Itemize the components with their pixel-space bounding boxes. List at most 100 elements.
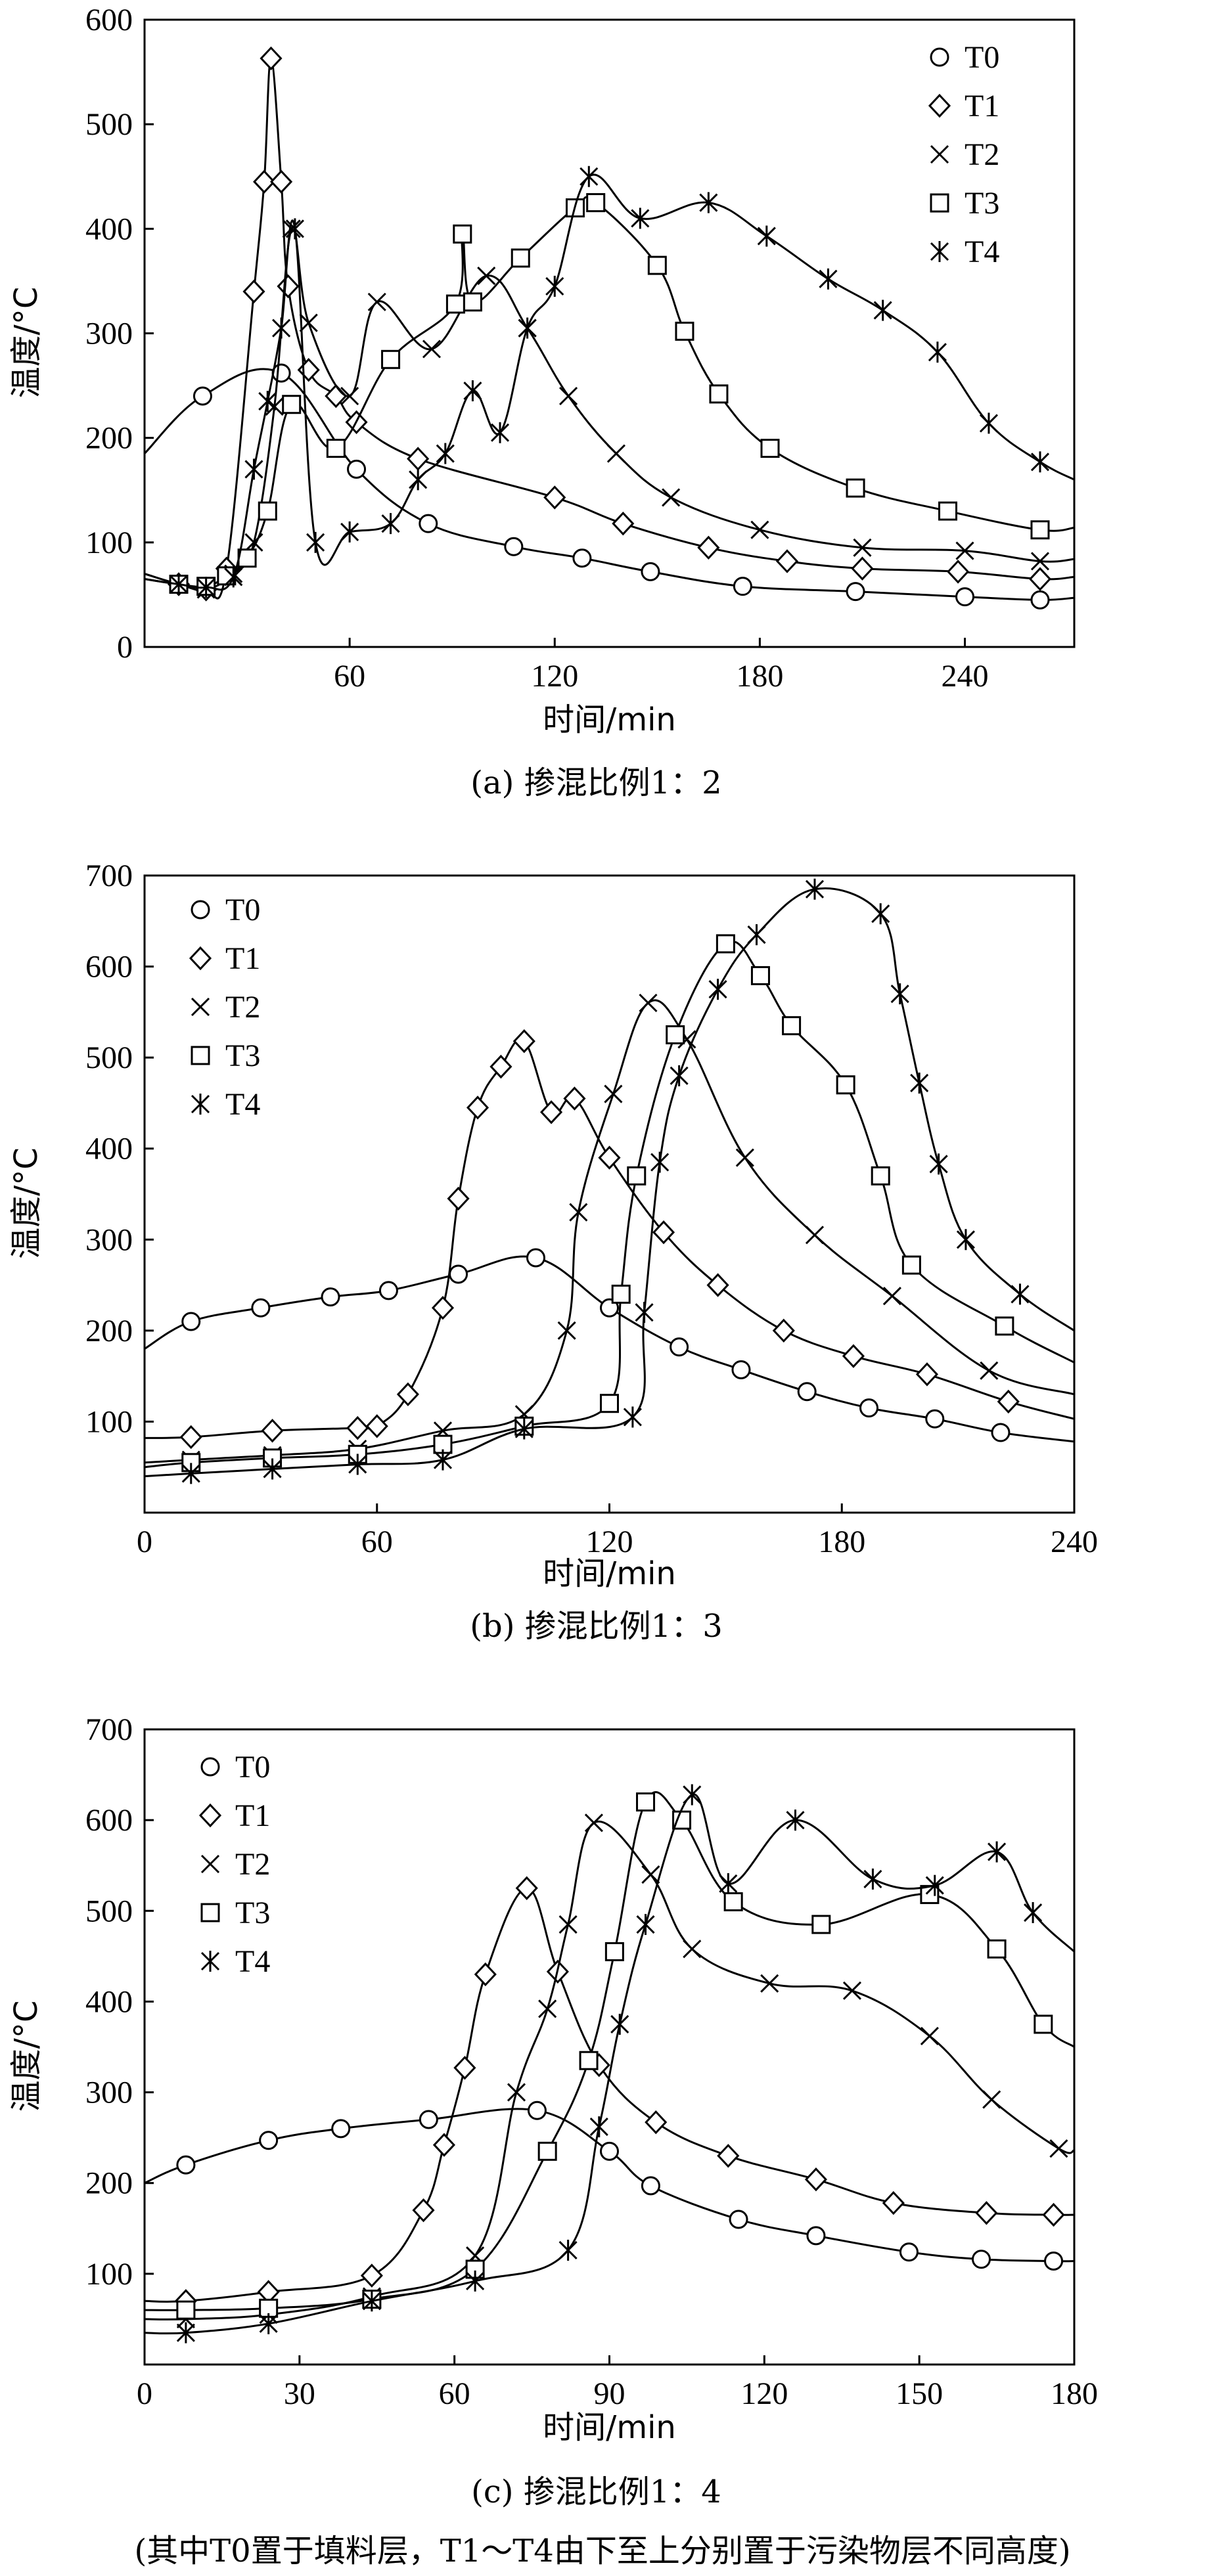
legend-marker-t4 — [930, 241, 949, 262]
series-t4-line — [145, 887, 1074, 1478]
series-t3-point — [901, 1255, 921, 1275]
series-t0-point — [504, 537, 524, 556]
series-t1-point — [407, 447, 430, 471]
series-t2-point — [477, 266, 496, 286]
legend-marker-t3 — [191, 1046, 210, 1065]
series-t3-point — [716, 934, 735, 954]
series-t1-point — [346, 1415, 369, 1440]
y-tick-label: 500 — [85, 1040, 133, 1075]
series-t1-line — [145, 57, 1074, 600]
series-t4-point — [699, 192, 718, 213]
legend: T0 T1 T2 T3 T4 — [189, 893, 260, 1122]
series-t2-point — [750, 520, 769, 539]
y-tick-label: 600 — [85, 3, 133, 37]
series-t3-point — [627, 1166, 647, 1186]
series-t1-point — [260, 46, 283, 71]
series-t4-point — [979, 412, 999, 434]
series-t2-point — [955, 541, 974, 560]
series-t4-point — [362, 2290, 381, 2312]
series-t3 — [145, 193, 1074, 596]
series-t3-point — [579, 2051, 599, 2070]
series-t4-point — [786, 1810, 805, 1831]
series-t1-point — [261, 1419, 284, 1443]
series-t0-point — [797, 1382, 817, 1402]
series-t3-point — [1030, 520, 1050, 540]
series-t0-point — [251, 1298, 271, 1318]
series-t4-point — [988, 1841, 1007, 1863]
legend-label-t1: T1 — [225, 941, 260, 976]
series-t1-point — [474, 1962, 497, 1987]
x-axis-label: 时间/min — [543, 701, 676, 738]
x-tick-label: 180 — [1051, 2376, 1098, 2411]
series-t0-point — [955, 587, 975, 607]
y-tick-label: 300 — [85, 317, 133, 351]
series-t0-point — [806, 2226, 826, 2246]
series-t4-point — [409, 469, 428, 491]
series-t1-point — [297, 358, 320, 382]
series-t0-point — [1044, 2252, 1064, 2271]
series-t2-point — [882, 1287, 901, 1306]
series-t4-point — [719, 1873, 738, 1894]
series-t4-point — [819, 268, 838, 290]
series-t4-point — [466, 2270, 485, 2292]
series-t1 — [145, 1876, 1074, 2313]
x-tick-label: 90 — [594, 2376, 625, 2411]
series-t0 — [145, 363, 1074, 610]
series-t4-point — [683, 1784, 702, 1806]
series-t1-point — [253, 169, 276, 194]
series-t1-point — [772, 1318, 795, 1343]
y-tick-label: 200 — [85, 421, 133, 456]
series-t1-point — [598, 1145, 621, 1170]
series-t1-point — [396, 1382, 419, 1407]
legend-marker-t3 — [930, 193, 949, 213]
y-tick-label: 100 — [85, 1404, 133, 1439]
series-t1 — [145, 1029, 1074, 1450]
y-tick-label: 300 — [85, 2076, 133, 2110]
series-t3-point — [938, 501, 958, 521]
series-t0-point — [670, 1337, 689, 1357]
series-t3-line — [145, 940, 1074, 1469]
y-tick-label: 200 — [85, 2166, 133, 2201]
series-t4-point — [623, 1406, 642, 1428]
y-tick-label: 400 — [85, 211, 133, 246]
series-t2-point — [507, 2083, 526, 2102]
legend-label-t4: T4 — [965, 234, 999, 269]
x-tick-label: 0 — [137, 1524, 152, 1559]
series-t4-point — [805, 878, 825, 900]
series-t1-point — [717, 2144, 740, 2168]
series-t4-point — [925, 1875, 944, 1896]
series-t1-point — [612, 511, 635, 536]
series-t2-point — [920, 2026, 939, 2045]
series-t2-point — [282, 219, 301, 238]
series-t2-point — [842, 1981, 862, 2000]
series-t0-line — [145, 2108, 1074, 2263]
series-t3 — [145, 1791, 1074, 2320]
legend: T0 T1 T2 T3 T4 — [928, 40, 999, 269]
x-axis-label: 时间/min — [543, 1555, 676, 1592]
x-tick-label: 120 — [740, 2376, 788, 2411]
figure-note: (其中T0置于填料层，T1～T4由下至上分别置于污染物层不同高度) — [134, 2533, 1070, 2569]
series-t0-point — [193, 386, 212, 406]
series-t0-point — [259, 2131, 279, 2150]
series-t3-point — [604, 1942, 624, 1961]
y-tick-label: 100 — [85, 525, 133, 560]
legend-label-t2: T2 — [235, 1847, 270, 1882]
series-t3-point — [636, 1792, 656, 1812]
series-t3-point — [381, 349, 401, 369]
series-t0 — [145, 2100, 1074, 2271]
series-t4-point — [956, 1229, 975, 1251]
series-t0-point — [527, 2100, 547, 2120]
x-tick-label: 120 — [531, 659, 578, 694]
y-tick-label: 600 — [85, 950, 133, 985]
series-t4-point — [580, 166, 599, 187]
series-t2-point — [606, 444, 625, 463]
series-t2-point — [584, 1813, 603, 1832]
series-t4-point — [436, 443, 455, 464]
series-t4-point — [871, 903, 890, 925]
series-t1-point — [563, 1086, 586, 1111]
legend-label-t0: T0 — [225, 893, 260, 927]
series-t1-point — [997, 1389, 1020, 1414]
series-t0-point — [526, 1248, 545, 1268]
series-t4-point — [1030, 451, 1050, 473]
series-t3-point — [511, 248, 530, 268]
